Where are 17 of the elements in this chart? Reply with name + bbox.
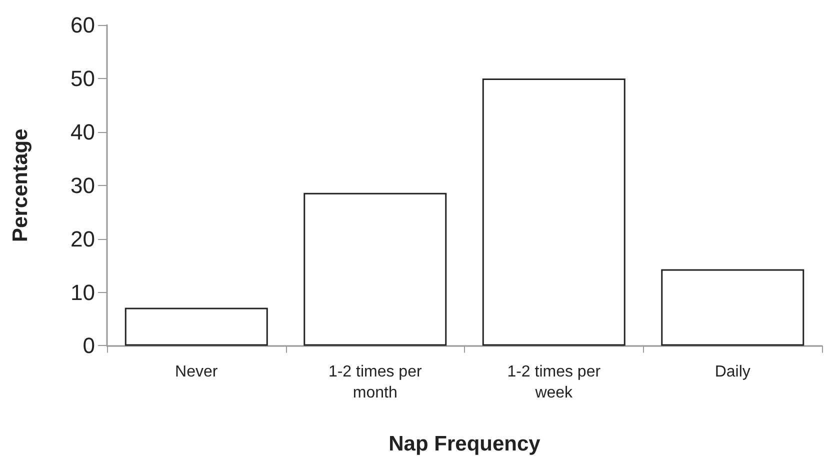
bar bbox=[304, 192, 447, 346]
bar bbox=[482, 78, 626, 346]
bar bbox=[124, 308, 268, 346]
y-tick-label: 50 bbox=[70, 66, 95, 91]
y-tick-label: 20 bbox=[70, 226, 95, 252]
y-tick-label: 10 bbox=[70, 280, 95, 305]
y-tick-label: 40 bbox=[70, 119, 95, 144]
y-tick-label: 0 bbox=[82, 333, 95, 358]
bar bbox=[661, 269, 804, 346]
x-tick-label: Never bbox=[175, 364, 218, 381]
x-tick-label: 1-2 times per week bbox=[507, 364, 602, 402]
y-tick-label: 30 bbox=[70, 172, 95, 198]
x-tick-label: 1-2 times per month bbox=[328, 364, 422, 402]
x-axis-title: Nap Frequency bbox=[388, 432, 541, 456]
x-tick-label: Daily bbox=[714, 364, 750, 381]
y-tick-label: 60 bbox=[70, 12, 95, 38]
y-axis-title: Percentage bbox=[9, 128, 32, 242]
